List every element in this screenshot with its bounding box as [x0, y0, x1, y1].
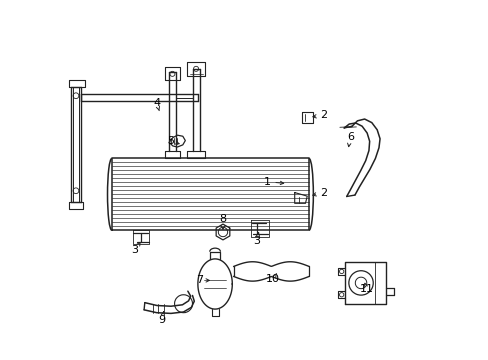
Text: 6: 6 — [346, 132, 353, 142]
Text: 10: 10 — [265, 274, 280, 284]
Text: 3: 3 — [131, 245, 138, 255]
Text: 2: 2 — [319, 111, 326, 121]
Text: 3: 3 — [253, 236, 260, 246]
Text: 11: 11 — [359, 284, 373, 294]
Text: 1: 1 — [264, 177, 271, 187]
Text: 7: 7 — [196, 275, 203, 285]
Text: 5: 5 — [167, 136, 174, 145]
Text: 2: 2 — [319, 188, 326, 198]
Text: 8: 8 — [219, 215, 226, 224]
Text: 4: 4 — [153, 98, 160, 108]
Text: 9: 9 — [158, 315, 165, 325]
